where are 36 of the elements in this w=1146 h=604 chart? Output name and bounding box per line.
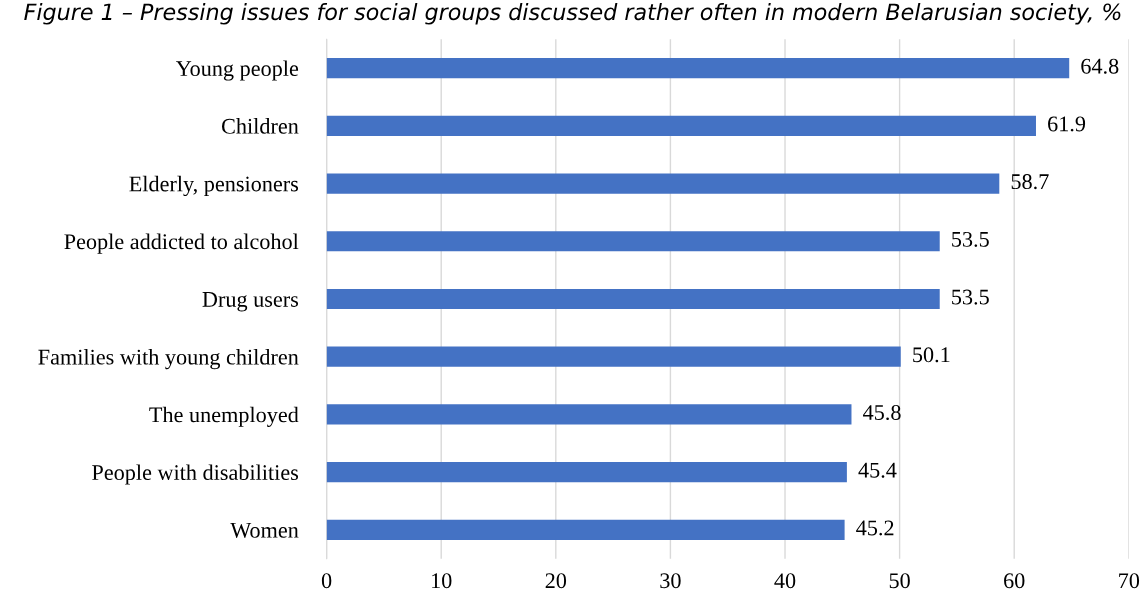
data-label: 45.2 <box>856 520 894 536</box>
y-tick-label: People with disabilities <box>92 464 299 485</box>
x-tick-label: 30 <box>660 573 681 589</box>
data-label: 53.5 <box>952 231 989 247</box>
data-label: 45.4 <box>858 462 897 478</box>
data-label: 50.1 <box>913 347 950 363</box>
x-tick-label: 70 <box>1119 573 1140 589</box>
x-tick-label: 50 <box>889 573 910 589</box>
bar <box>326 115 1036 136</box>
bar <box>326 404 852 425</box>
chart-title: Figure 1 – Pressing issues for social groups discussed rather often in modern Belarusian society, % <box>24 3 1121 25</box>
y-tick-label: Women <box>230 523 299 538</box>
x-tick-label: 40 <box>774 573 796 589</box>
data-label: 45.8 <box>863 404 901 421</box>
y-tick-label: Elderly, pensioners <box>129 175 299 197</box>
bar <box>326 462 847 483</box>
bar <box>326 58 1070 79</box>
bar <box>326 346 901 367</box>
bar <box>326 231 940 252</box>
y-tick-label: People addicted to alcohol <box>64 233 299 254</box>
data-label: 53.5 <box>952 289 989 305</box>
data-label: 61.9 <box>1048 116 1086 132</box>
bar <box>326 173 1000 194</box>
data-label: 58.7 <box>1011 174 1049 190</box>
data-label: 64.8 <box>1081 58 1119 74</box>
bar <box>326 288 940 310</box>
x-tick-label: 60 <box>1004 573 1025 589</box>
y-tick-label: Drug users <box>202 292 299 312</box>
y-tick-label: The unemployed <box>149 406 299 427</box>
x-tick-label: 10 <box>432 573 452 589</box>
x-tick-label: 20 <box>545 573 567 589</box>
y-tick-label: Children <box>221 118 299 134</box>
y-tick-label: Young people <box>176 60 299 81</box>
bar <box>326 519 845 540</box>
y-tick-label: Families with young children <box>38 348 299 370</box>
x-tick-label: 0 <box>321 573 332 589</box>
